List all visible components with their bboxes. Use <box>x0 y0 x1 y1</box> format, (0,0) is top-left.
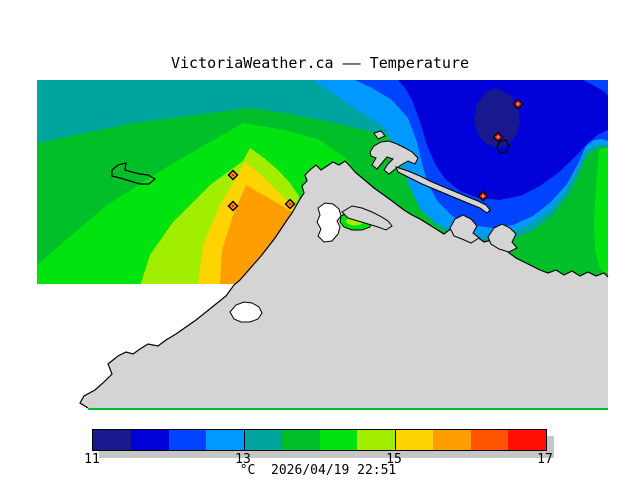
station-marker-cold <box>512 98 524 110</box>
outline-island-west <box>111 162 157 185</box>
colorbar-segment <box>168 430 207 450</box>
colorbar-caption: °C 2026/04/19 22:51 <box>239 463 397 478</box>
islands <box>369 130 518 253</box>
east-islet-2 <box>487 223 518 253</box>
colorbar-segment <box>93 430 131 450</box>
colorbar-segment <box>432 430 471 450</box>
lagoon <box>229 301 263 323</box>
station-markers <box>227 98 524 212</box>
colorbar-tick-label-11: 11 <box>84 452 100 467</box>
colorbar-segment <box>508 430 546 450</box>
bay-arm <box>341 205 393 231</box>
colorbar-segment <box>206 430 244 450</box>
station-marker-cold <box>477 190 489 202</box>
station-marker-warm <box>284 198 296 210</box>
cold-minimum-core <box>474 88 520 148</box>
station-marker-warm <box>227 200 239 212</box>
coastline <box>79 160 609 409</box>
land-mass <box>80 161 608 408</box>
colorbar-tick-label-15: 15 <box>386 452 402 467</box>
station-marker-warm <box>227 169 239 181</box>
colorbar-tick-label-17: 17 <box>537 452 553 467</box>
colorbar-segment <box>395 430 433 450</box>
colorbar-segment <box>130 430 169 450</box>
claw-island <box>369 140 419 175</box>
islet <box>373 130 386 140</box>
outline-islet-northeast <box>496 139 510 154</box>
colorbar-tick <box>243 430 245 450</box>
island-chain <box>395 166 491 214</box>
colorbar-segment <box>281 430 320 450</box>
colorbar-segment <box>357 430 395 450</box>
sea-no-data <box>37 284 234 412</box>
east-islet-1 <box>449 214 480 244</box>
colorbar-segment <box>319 430 358 450</box>
colorbar-segment <box>244 430 282 450</box>
colorbar <box>92 429 547 451</box>
colorbar-tick <box>395 430 396 450</box>
harbour-no-data <box>316 202 342 243</box>
colorbar-segment <box>470 430 509 450</box>
page-title: VictoriaWeather.ca —— Temperature <box>170 54 470 72</box>
station-marker-cold <box>492 131 504 143</box>
colorbar-tick-label-13: 13 <box>235 452 251 467</box>
